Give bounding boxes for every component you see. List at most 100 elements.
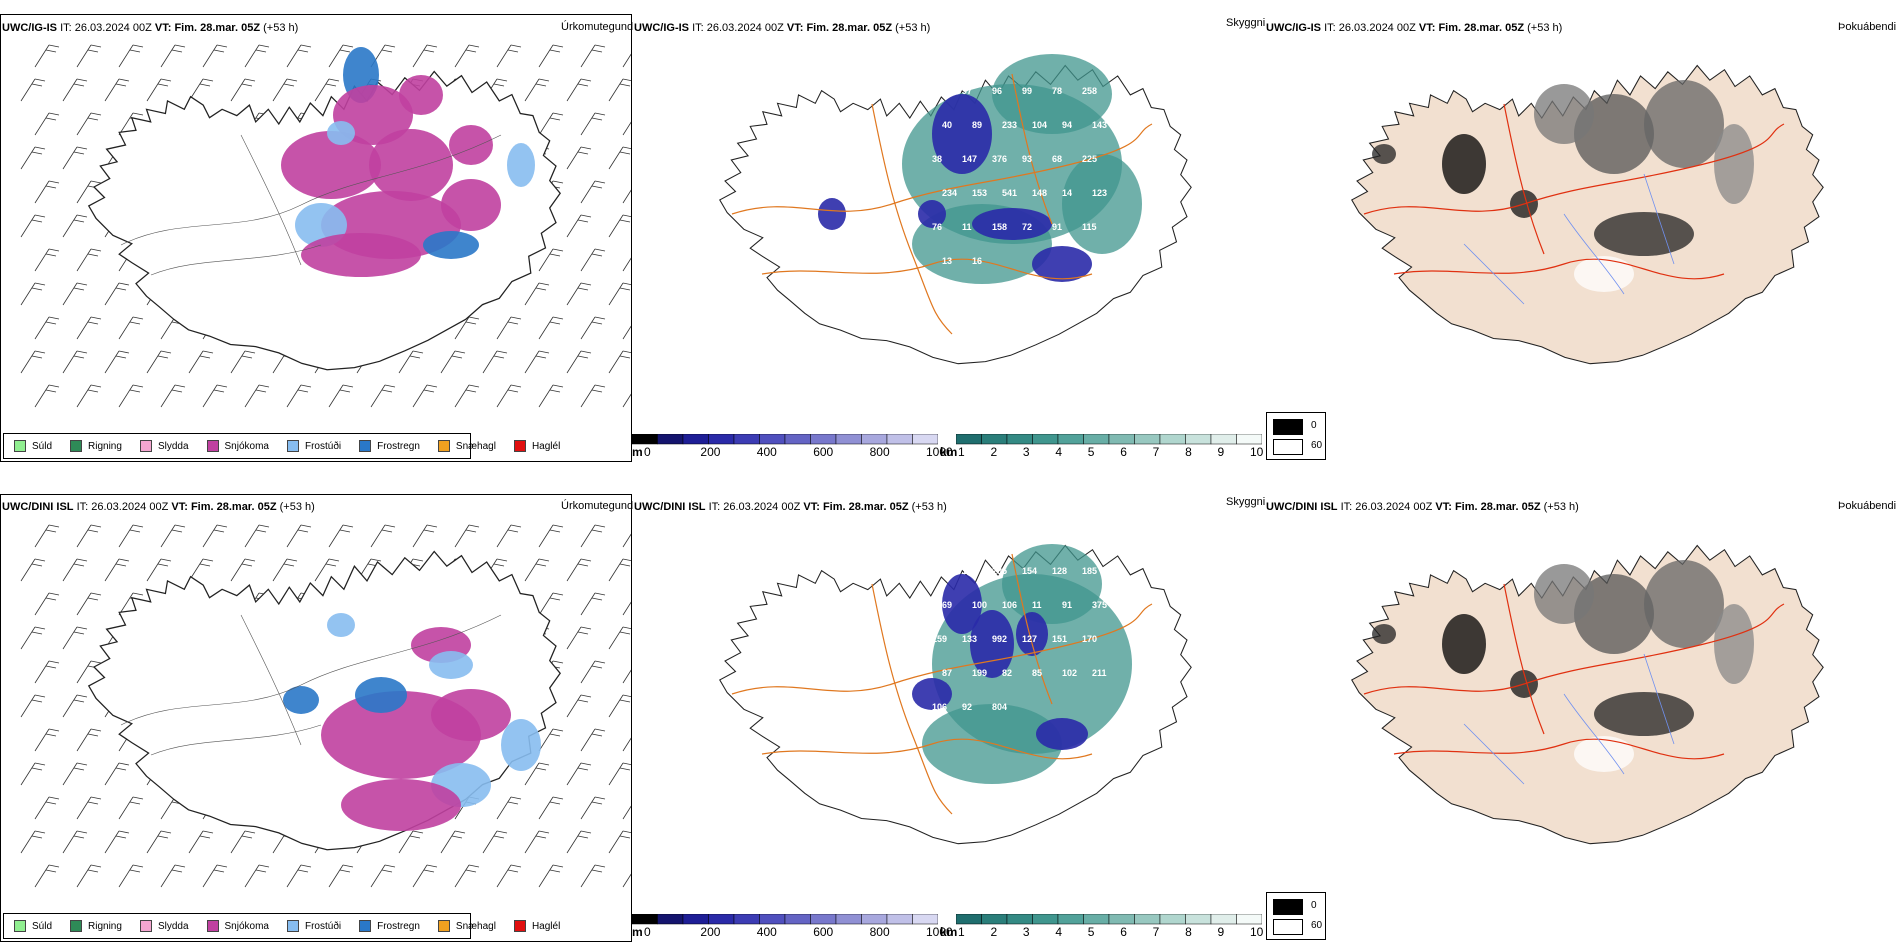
scale-swatch xyxy=(1236,914,1262,925)
scale-swatch xyxy=(1032,914,1059,925)
visibility-map-2: 126 190 235 154 128 185 69 100 106 11 91 375 159 133 9… xyxy=(719,544,1192,845)
scale-swatch xyxy=(759,434,786,445)
fog-legend-white-swatch xyxy=(1273,919,1303,935)
scale-tick-label: 400 xyxy=(756,445,777,459)
visibility-value: 92 xyxy=(962,702,972,712)
row2-fog-panel xyxy=(1264,494,1900,942)
roads xyxy=(120,614,502,756)
scale-tick-label: 9 xyxy=(1217,445,1225,459)
visibility-value: 94 xyxy=(1062,120,1072,130)
visibility-value: 131 xyxy=(932,86,947,96)
legend-swatch xyxy=(286,440,299,452)
row1-visibility-header: UWC/IG-IS IT: 26.03.2024 00Z VT: Fim. 28… xyxy=(634,22,931,34)
scale-swatch xyxy=(1032,434,1059,445)
scale-swatch xyxy=(682,434,709,445)
visibility-value: 97 xyxy=(962,86,972,96)
scale-tick-label: 9 xyxy=(1217,925,1225,939)
legend-label: Frostúði xyxy=(304,920,342,932)
visibility-value: 13 xyxy=(942,256,952,266)
fog-map-1 xyxy=(1351,64,1824,365)
legend-item: Rigning xyxy=(70,440,122,452)
scale-swatch xyxy=(1108,914,1135,925)
visibility-value: 147 xyxy=(962,154,977,164)
row2-visibility-header: UWC/DINI ISL IT: 26.03.2024 00Z VT: Fim.… xyxy=(634,501,947,513)
legend-item: Haglél xyxy=(513,920,560,932)
m-unit-label-1: m xyxy=(632,445,643,459)
precip-legend: Súld Rigning Slydda Snjókoma Frostúði Frostre… xyxy=(3,433,560,459)
scale-swatch xyxy=(956,434,982,445)
legend-swatch xyxy=(14,440,26,452)
visibility-value: 96 xyxy=(992,86,1002,96)
visibility-value: 153 xyxy=(972,188,987,198)
visibility-value: 76 xyxy=(932,222,942,232)
legend-item: Rigning xyxy=(70,920,122,932)
legend-swatch xyxy=(14,920,26,932)
precip-areas xyxy=(283,613,541,831)
fog-legend-label-0: 0 xyxy=(1311,420,1317,431)
legend-swatch xyxy=(206,920,219,932)
legend-label: Frostregn xyxy=(377,920,420,932)
legend-swatch xyxy=(206,440,219,452)
visibility-value: 69 xyxy=(942,600,952,610)
row1-precip-header: UWC/IG-IS IT: 26.03.2024 00Z VT: Fim. 28… xyxy=(2,22,299,34)
visibility-value: 185 xyxy=(1082,566,1097,576)
row1-fog-title: Þokuábendi xyxy=(1838,21,1897,33)
fog-shading xyxy=(1372,80,1754,292)
scale-swatch xyxy=(1083,434,1110,445)
visibility-value: 104 xyxy=(1032,120,1047,130)
legend-swatch xyxy=(513,920,526,932)
legend-swatch xyxy=(70,920,83,932)
legend-swatch xyxy=(286,920,299,932)
visibility-value: 38 xyxy=(932,154,942,164)
visibility-areas xyxy=(912,544,1132,784)
scale-tick-label: 800 xyxy=(869,445,890,459)
roads xyxy=(731,553,1153,815)
precip-areas xyxy=(281,47,535,277)
km-unit-label-1: km xyxy=(940,445,958,459)
visibility-value: 376 xyxy=(992,154,1007,164)
m-ticks-2: 0 200 400 600 800 1000 xyxy=(632,925,953,939)
legend-swatch xyxy=(437,440,450,452)
scale-swatch xyxy=(1210,914,1237,925)
visibility-value: 154 xyxy=(1022,566,1037,576)
fog-legend-black-swatch xyxy=(1273,899,1303,915)
legend-label: Slydda xyxy=(157,920,189,932)
visibility-value: 40 xyxy=(942,120,952,130)
scale-swatch xyxy=(1134,434,1161,445)
row2-precip-title: Úrkomutegund xyxy=(561,500,634,512)
legend-swatch xyxy=(139,920,152,932)
legend-item: Frostúði xyxy=(286,920,342,932)
visibility-value: 235 xyxy=(992,566,1007,576)
scale-swatch xyxy=(1159,434,1186,445)
m-unit-label-2: m xyxy=(632,925,643,939)
scale-tick-label: 0 xyxy=(644,925,651,939)
visibility-value: 87 xyxy=(942,668,952,678)
visibility-value: 89 xyxy=(972,120,982,130)
visibility-value: 190 xyxy=(962,566,977,576)
scale-swatch xyxy=(632,914,658,925)
visibility-value: 225 xyxy=(1082,154,1097,164)
scale-swatch xyxy=(1134,914,1161,925)
row1-fog-header: UWC/IG-IS IT: 26.03.2024 00Z VT: Fim. 28… xyxy=(1266,22,1563,34)
scale-swatch xyxy=(733,434,760,445)
scale-tick-label: 5 xyxy=(1087,925,1095,939)
visibility-value: 159 xyxy=(932,634,947,644)
visibility-value: 91 xyxy=(1062,600,1072,610)
visibility-m-scale-1 xyxy=(632,434,938,445)
legend-swatch xyxy=(437,920,450,932)
row2-fog-title: Þokuábendi xyxy=(1838,500,1897,512)
scale-tick-label: 7 xyxy=(1152,925,1160,939)
scale-tick-label: 7 xyxy=(1152,445,1160,459)
fog-legend-white-swatch xyxy=(1273,439,1303,455)
scale-swatch xyxy=(1108,434,1135,445)
visibility-value: 233 xyxy=(1002,120,1017,130)
scale-swatch xyxy=(1083,914,1110,925)
fog-legend-label-60: 60 xyxy=(1311,920,1323,931)
visibility-value: 258 xyxy=(1082,86,1097,96)
fog-legend-label-0: 0 xyxy=(1311,900,1317,911)
row1-visibility-title: Skyggni xyxy=(1226,17,1266,29)
scale-swatch xyxy=(708,434,735,445)
visibility-value: 11 xyxy=(1032,600,1042,610)
scale-tick-label: 600 xyxy=(813,925,834,939)
visibility-value: 100 xyxy=(972,600,987,610)
